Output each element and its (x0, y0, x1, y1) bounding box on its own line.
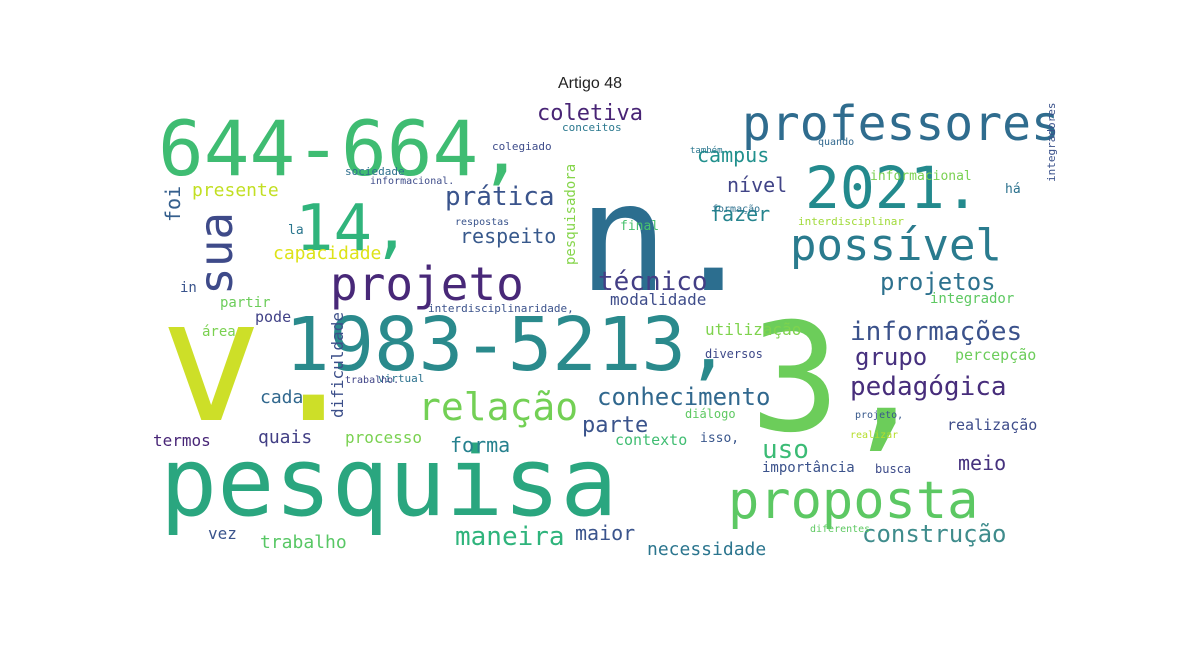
cloud-word: campus (697, 143, 769, 167)
cloud-word: trabalho (260, 532, 347, 553)
cloud-word: prática (445, 182, 555, 212)
cloud-word: realizar (850, 430, 898, 441)
cloud-word: maneira (455, 522, 565, 552)
cloud-word: projeto, (855, 410, 903, 421)
cloud-word: in (180, 280, 197, 296)
cloud-word: processo (345, 428, 422, 447)
cloud-word: quais (258, 427, 312, 448)
cloud-word: diálogo (685, 407, 736, 421)
cloud-word: isso, (700, 431, 739, 446)
cloud-word: trabalho. (345, 375, 399, 386)
cloud-word: conceitos (562, 121, 622, 134)
cloud-word: parte (582, 413, 648, 438)
cloud-word: presente (192, 180, 279, 201)
cloud-word: realização (947, 416, 1037, 434)
cloud-word: dificuldade (328, 312, 347, 418)
cloud-word: pesquisadora (563, 164, 579, 265)
cloud-word: maior (575, 521, 635, 545)
cloud-word: partir (220, 295, 271, 311)
cloud-word: busca (875, 462, 911, 476)
cloud-word: utilização (705, 320, 801, 339)
cloud-word: área (202, 324, 236, 340)
cloud-word: diversos (705, 347, 763, 361)
cloud-word: necessidade (647, 539, 766, 560)
cloud-word: la (288, 223, 304, 238)
cloud-word: integradores (1045, 103, 1058, 182)
cloud-word: proposta (728, 471, 978, 531)
cloud-word: informacional. (370, 176, 454, 187)
cloud-word: conhecimento (597, 383, 770, 411)
cloud-word: colegiado (492, 140, 552, 153)
cloud-word: pode (255, 308, 291, 326)
cloud-word: foi (161, 186, 185, 222)
cloud-word: respeito (460, 224, 556, 248)
cloud-word: 644-664, (158, 104, 524, 193)
cloud-word: coletiva (537, 101, 643, 126)
cloud-word: final (620, 219, 659, 234)
cloud-word: forma (450, 433, 510, 457)
cloud-word: pesquisa (160, 428, 618, 538)
cloud-word: importância (762, 460, 855, 476)
cloud-word: capacidade (273, 243, 381, 264)
cloud-word: cada (260, 387, 303, 408)
cloud-word: projetos (880, 268, 996, 296)
cloud-word: respostas (455, 217, 509, 228)
cloud-word: virtual (378, 372, 424, 385)
cloud-word: n. (578, 152, 759, 326)
cloud-word: fazer (710, 202, 770, 226)
cloud-word: técnico (598, 267, 708, 297)
cloud-word: interdisciplinaridade, (428, 302, 574, 315)
cloud-word: pedagógica (850, 372, 1007, 402)
cloud-word: meio (958, 451, 1006, 475)
cloud-word: 14, (295, 192, 411, 266)
cloud-word: quando (818, 137, 854, 148)
cloud-word: formação (712, 204, 760, 215)
cloud-word: nível (727, 173, 787, 197)
cloud-word: modalidade (610, 290, 706, 309)
cloud-word: construção (862, 520, 1007, 548)
cloud-word: v. (160, 263, 365, 461)
cloud-word: informações (850, 317, 1022, 347)
cloud-word: possível (790, 220, 1002, 271)
cloud-word: grupo (855, 343, 927, 371)
cloud-word: sua (189, 212, 243, 295)
cloud-word: uso (762, 435, 809, 465)
cloud-word: contexto (615, 431, 687, 449)
cloud-word: relação (418, 385, 578, 429)
cloud-word: sociedade (345, 165, 405, 178)
cloud-word: professores (742, 100, 1060, 152)
cloud-word: 2021. (805, 154, 980, 222)
cloud-word: percepção (955, 346, 1036, 364)
word-cloud: n. v. 3, pesquisa 644-664, 1983-5213, 2021. 14,… (153, 100, 1060, 560)
cloud-word: diferentes (810, 524, 870, 535)
cloud-word: integrador (930, 291, 1014, 307)
cloud-word: há (1005, 182, 1021, 197)
cloud-word: 1983-5213, (285, 302, 731, 388)
cloud-word: interdisciplinar (798, 215, 904, 228)
cloud-word: projeto (330, 257, 524, 311)
cloud-word: vez (208, 524, 237, 543)
cloud-word: informacional (870, 169, 972, 184)
figure-title: Artigo 48 (557, 75, 623, 92)
cloud-word: também (690, 145, 723, 156)
cloud-word: termos (153, 431, 211, 450)
cloud-word: 3, (750, 292, 931, 466)
